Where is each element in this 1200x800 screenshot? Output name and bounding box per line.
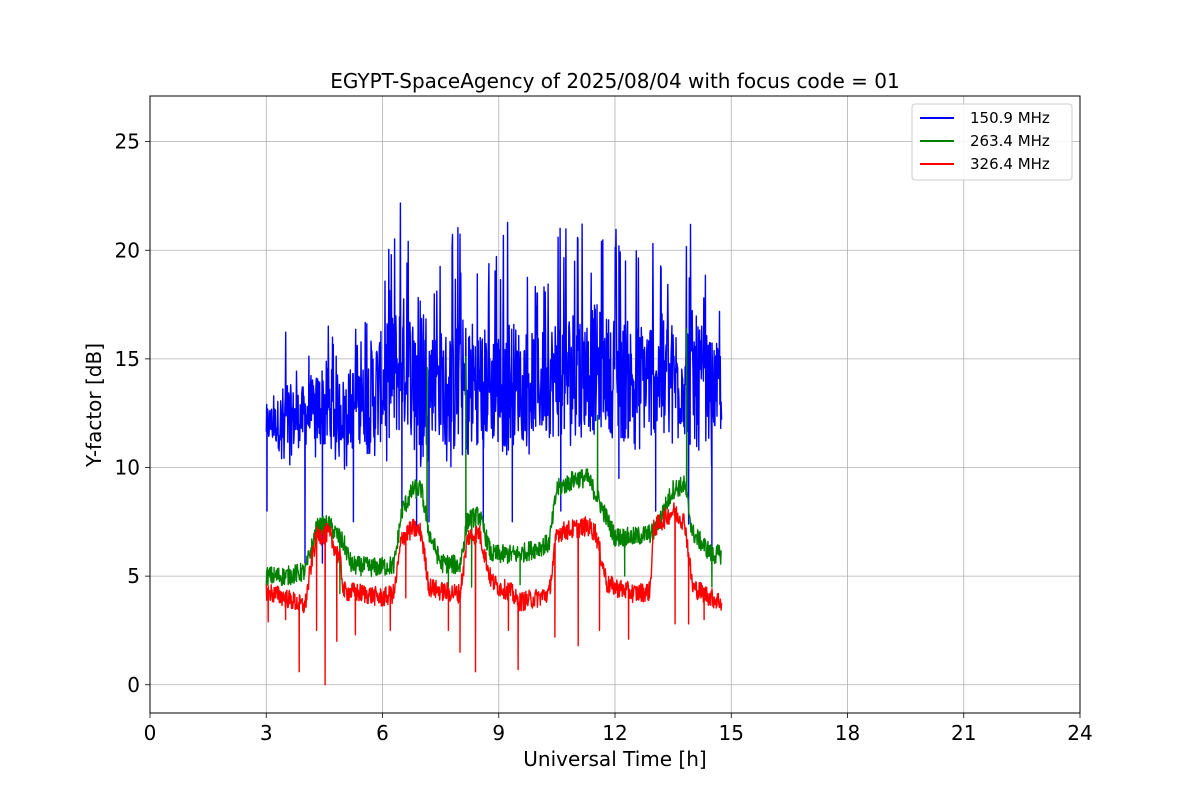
y-tick-label: 5 xyxy=(127,564,140,588)
x-tick-label: 24 xyxy=(1067,721,1092,745)
y-tick-label: 15 xyxy=(115,347,140,371)
legend: 150.9 MHz 263.4 MHz 326.4 MHz xyxy=(911,103,1073,181)
x-tick-label: 18 xyxy=(835,721,860,745)
series-line-0 xyxy=(265,202,723,564)
x-tick-label: 15 xyxy=(719,721,744,745)
x-tick-label: 9 xyxy=(492,721,505,745)
x-tick-label: 3 xyxy=(260,721,273,745)
x-tick-label: 6 xyxy=(376,721,389,745)
x-tick-label: 21 xyxy=(951,721,976,745)
chart-title: EGYPT-SpaceAgency of 2025/08/04 with foc… xyxy=(330,69,899,93)
y-tick-label: 25 xyxy=(115,130,140,154)
x-tick-label: 12 xyxy=(602,721,627,745)
y-axis-label: Y-factor [dB] xyxy=(82,343,106,468)
x-axis-ticks: 0 3 6 9 12 15 18 21 24 xyxy=(144,713,1093,745)
series-1 xyxy=(265,327,722,595)
series-0 xyxy=(265,202,723,564)
y-tick-label: 10 xyxy=(115,456,140,480)
y-tick-label: 0 xyxy=(127,673,140,697)
legend-label: 150.9 MHz xyxy=(970,109,1050,127)
legend-label: 263.4 MHz xyxy=(970,132,1050,150)
legend-box xyxy=(911,103,1073,181)
x-tick-label: 0 xyxy=(144,721,157,745)
legend-label: 326.4 MHz xyxy=(970,155,1050,173)
series-layer xyxy=(265,202,723,686)
y-axis-ticks: 0 5 10 15 20 25 xyxy=(115,130,150,697)
y-tick-label: 20 xyxy=(115,238,140,262)
x-axis-label: Universal Time [h] xyxy=(523,747,706,771)
series-line-2 xyxy=(265,502,723,686)
series-line-1 xyxy=(265,327,722,595)
series-2 xyxy=(265,502,723,686)
